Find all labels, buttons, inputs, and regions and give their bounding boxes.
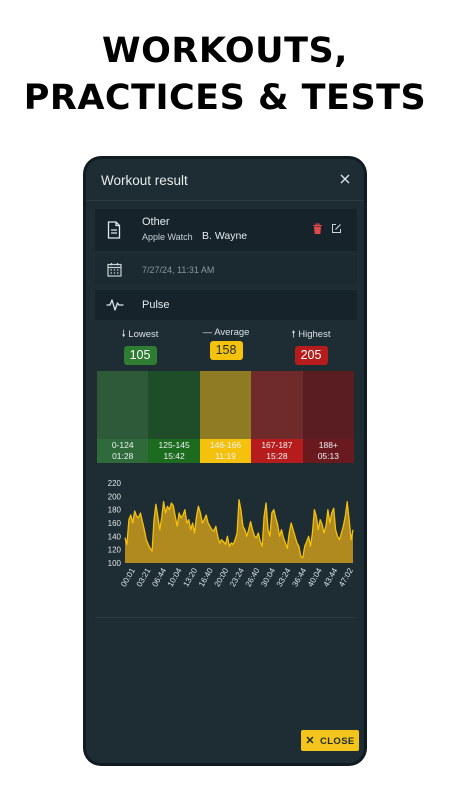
zone-4: 167-187 15:28 — [251, 371, 303, 463]
x-tick-label: 20:00 — [213, 566, 231, 588]
zone-3: 146-166 11:19 — [199, 371, 252, 463]
x-tick-label: 13:20 — [181, 566, 199, 588]
dialog-title: Workout result — [101, 173, 188, 188]
zone-5-band — [302, 439, 355, 463]
zone-time: 15:42 — [163, 451, 185, 461]
dash-icon: — — [202, 327, 213, 338]
zone-2-band — [148, 439, 200, 463]
stat-lowest-label: 🠗 Lowest — [121, 329, 159, 340]
zone-range: 188+ — [318, 440, 338, 450]
close-button[interactable]: ✕ CLOSE — [301, 730, 359, 751]
x-tick-label: 33:24 — [275, 566, 293, 588]
x-tick-label: 06:44 — [150, 566, 168, 588]
stat-highest-value: 205 — [294, 346, 328, 365]
headline: WORKOUTS, PRACTICES & TESTS — [0, 28, 450, 122]
y-tick-label: 100 — [108, 559, 122, 568]
x-tick-label: 23:24 — [228, 566, 246, 588]
x-tick-label: 47:02 — [337, 566, 355, 588]
zone-4-band — [251, 439, 303, 463]
heart-rate-zones: 0-124 01:28 125-145 15:42 146-166 11:19 … — [97, 371, 355, 463]
pulse-area — [125, 499, 353, 563]
zone-range: 0-124 — [111, 440, 134, 450]
workout-date: 7/27/24, 11:31 AM — [142, 265, 215, 275]
y-tick-label: 220 — [108, 479, 122, 488]
user-name: B. Wayne — [202, 230, 248, 242]
headline-line-2: PRACTICES & TESTS — [23, 78, 427, 118]
stat-average: — Average 158 — [196, 327, 256, 360]
zone-range: 167-187 — [261, 440, 293, 450]
arrow-down-icon: 🠗 — [121, 329, 126, 340]
stat-lowest: 🠗 Lowest 105 — [110, 327, 170, 365]
headline-line-1: WORKOUTS, — [102, 31, 348, 71]
metric-label: Pulse — [142, 299, 170, 311]
stat-lowest-value: 105 — [123, 346, 157, 365]
arrow-up-icon: 🠕 — [291, 329, 296, 340]
dialog-header: Workout result — [86, 159, 364, 201]
zone-time: 01:28 — [112, 451, 134, 461]
stat-average-value: 158 — [209, 341, 243, 360]
zone-1-band — [97, 439, 149, 463]
y-tick-label: 200 — [108, 492, 122, 501]
y-tick-label: 140 — [108, 532, 122, 541]
x-tick-label: 00:01 — [119, 566, 137, 588]
y-tick-label: 160 — [108, 519, 122, 528]
device-name: Apple Watch — [142, 232, 193, 242]
date-row: 7/27/24, 11:31 AM — [95, 255, 357, 285]
x-tick-label: 26:40 — [244, 566, 262, 588]
y-tick-label: 180 — [108, 506, 122, 515]
document-icon — [107, 221, 121, 239]
workout-result-dialog: Workout result Other Apple Watch B. Wayn… — [86, 159, 364, 763]
activity-type: Other — [142, 216, 170, 228]
x-tick-label: 03:21 — [135, 566, 153, 588]
zone-time: 11:19 — [215, 451, 236, 461]
calendar-icon — [107, 263, 122, 277]
pulse-chart: 100 120 140 160 180 200 220 00:0103:2106:4410:0… — [108, 479, 356, 588]
trash-icon[interactable] — [312, 223, 323, 235]
zone-range: 125-145 — [158, 440, 190, 450]
pulse-stats: 🠗 Lowest 105 — Average 158 🠕 Highest 205 — [86, 327, 364, 367]
x-tick-label: 40:04 — [306, 566, 324, 588]
close-icon[interactable] — [337, 171, 353, 187]
zone-2: 125-145 15:42 — [148, 371, 200, 463]
pulse-line — [124, 499, 354, 559]
divider — [95, 617, 357, 618]
metric-row: Pulse — [95, 290, 357, 320]
x-tick-label: 30:04 — [259, 566, 277, 588]
x-tick-label: 10:04 — [166, 566, 184, 588]
x-tick-label: 43:44 — [322, 566, 340, 588]
zone-time: 05:13 — [317, 451, 339, 461]
x-tick-label: 36:44 — [290, 566, 308, 588]
x-tick-label: 16:40 — [197, 566, 215, 588]
zone-1: 0-124 01:28 — [97, 371, 149, 463]
pulse-icon — [106, 299, 124, 311]
zone-range: 146-166 — [209, 440, 242, 450]
zone-5: 188+ 05:13 — [302, 371, 355, 463]
zone-3-band — [199, 439, 252, 463]
close-icon: ✕ — [305, 735, 315, 747]
phone-frame: Workout result Other Apple Watch B. Wayn… — [83, 156, 367, 766]
y-tick-label: 120 — [108, 546, 122, 555]
edit-icon[interactable] — [331, 223, 342, 234]
zone-time: 15:28 — [266, 451, 288, 461]
stat-highest-label: 🠕 Highest — [291, 329, 331, 340]
stat-highest: 🠕 Highest 205 — [281, 327, 341, 365]
activity-card: Other Apple Watch B. Wayne — [95, 209, 357, 251]
stat-average-label: — Average — [202, 327, 250, 338]
